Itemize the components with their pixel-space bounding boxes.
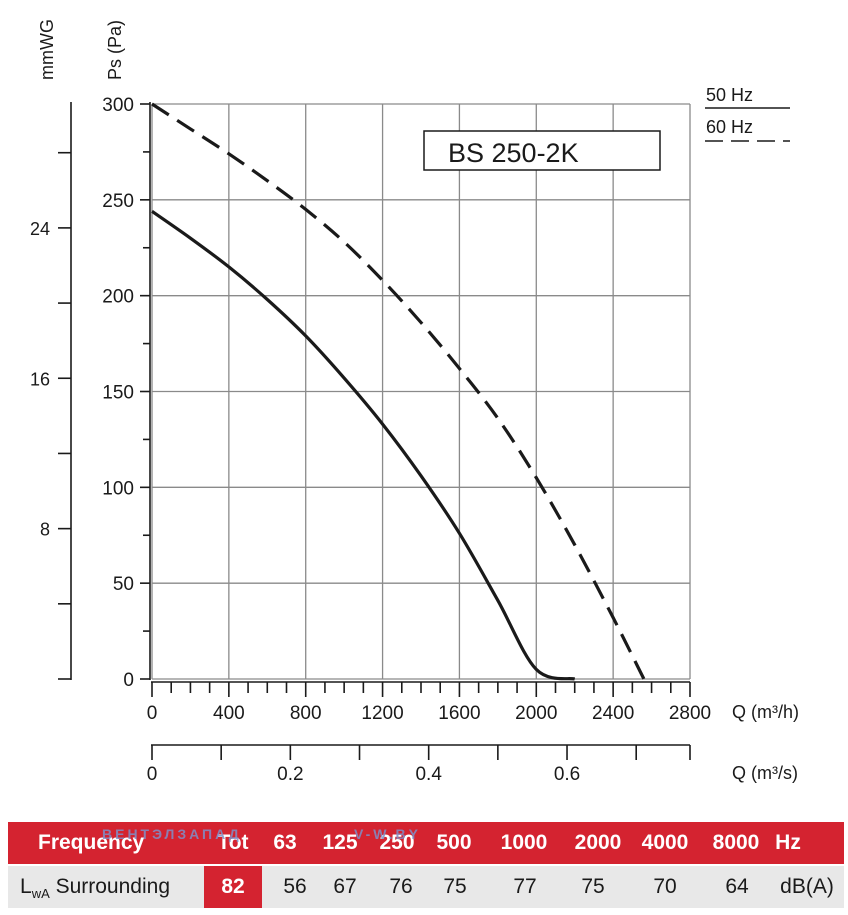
lwa-surrounding-row: LwA Surrounding 82 56 67 76 75 77 75 70 … — [8, 866, 844, 908]
curve-60hz — [151, 102, 646, 680]
watermark-right: V-W.BY — [354, 826, 422, 842]
frequency-header-label: Frequency — [38, 831, 145, 854]
m3s-tick-label-0: 0 — [147, 764, 158, 785]
db-unit: dB(A) — [780, 875, 834, 898]
hz-unit: Hz — [775, 831, 801, 854]
value-125: 67 — [333, 875, 357, 898]
sound-power-table: Frequency Tot 63 125 250 500 1000 2000 4… — [8, 822, 844, 908]
x-tick-label-400: 400 — [213, 703, 245, 724]
y-tick-label-0: 0 — [123, 670, 134, 691]
tot-header: Tot — [217, 831, 249, 854]
curve-50hz — [151, 210, 576, 681]
x-axis-label-m3h: Q (m³/h) — [732, 702, 799, 722]
performance-curves — [151, 102, 646, 681]
m3s-tick-label-0.6: 0.6 — [554, 764, 580, 785]
lwa-subscript: wA — [31, 886, 50, 902]
legend-label-60hz: 60 Hz — [706, 117, 753, 137]
y-axis-label-mmwg: mmWG — [37, 19, 57, 80]
value-8000: 64 — [725, 875, 749, 898]
value-250: 76 — [389, 875, 413, 898]
lwa-surrounding-text: Surrounding — [49, 875, 170, 898]
value-500: 75 — [443, 875, 467, 898]
legend: 50 Hz 60 Hz — [705, 85, 790, 142]
freq-8000: 8000 — [712, 831, 760, 854]
chart-axes — [58, 102, 691, 760]
x-tick-label-1600: 1600 — [438, 703, 480, 724]
y-tick-label-150: 150 — [102, 383, 134, 404]
lwa-row-label: LwA Surrounding — [20, 866, 170, 908]
legend-label-50hz: 50 Hz — [706, 85, 753, 105]
value-4000: 70 — [653, 875, 677, 898]
lwa-l: L — [20, 875, 32, 898]
y-tick-label-200: 200 — [102, 287, 134, 308]
freq-4000: 4000 — [641, 831, 689, 854]
y-tick-label-100: 100 — [102, 478, 134, 499]
watermark-left: ВЕНТЭЛЗАПАД — [102, 826, 242, 842]
y-tick-label-300: 300 — [102, 95, 134, 116]
m3s-tick-label-0.4: 0.4 — [415, 764, 442, 785]
frequency-header-row: Frequency Tot 63 125 250 500 1000 2000 4… — [8, 822, 844, 864]
x-tick-label-2000: 2000 — [515, 703, 557, 724]
freq-1000: 1000 — [500, 831, 548, 854]
freq-500: 500 — [436, 831, 472, 854]
chart-title: BS 250-2K — [448, 138, 579, 168]
tot-value-cell — [204, 866, 262, 908]
chart-grid — [151, 103, 691, 680]
x-tick-label-2800: 2800 — [669, 703, 711, 724]
fan-curve-chart: 0 50 100 150 200 250 300 8 16 24 0 400 800 1200 1600 20… — [30, 19, 799, 785]
x-tick-label-1200: 1200 — [361, 703, 403, 724]
mmwg-tick-label-8: 8 — [40, 520, 50, 540]
freq-125: 125 — [322, 831, 358, 854]
x-tick-label-2400: 2400 — [592, 703, 634, 724]
x-tick-label-800: 800 — [290, 703, 322, 724]
freq-2000: 2000 — [574, 831, 622, 854]
mmwg-tick-label-16: 16 — [30, 369, 50, 389]
y-tick-label-250: 250 — [102, 191, 134, 212]
value-63: 56 — [283, 875, 307, 898]
x-tick-label-0: 0 — [147, 703, 158, 724]
x-axis-label-m3s: Q (m³/s) — [732, 763, 798, 783]
value-1000: 77 — [513, 875, 537, 898]
model-title-box: BS 250-2K — [423, 130, 661, 171]
freq-250: 250 — [379, 831, 415, 854]
m3s-tick-label-0.2: 0.2 — [277, 764, 303, 785]
freq-63: 63 — [273, 831, 297, 854]
y-tick-label-50: 50 — [113, 574, 134, 595]
tick-labels: 0 50 100 150 200 250 300 8 16 24 0 400 800 1200 1600 20… — [30, 95, 711, 785]
y-axis-label-pa: Ps (Pa) — [105, 20, 125, 80]
mmwg-tick-label-24: 24 — [30, 219, 50, 239]
value-2000: 75 — [581, 875, 605, 898]
tot-value: 82 — [221, 875, 245, 898]
